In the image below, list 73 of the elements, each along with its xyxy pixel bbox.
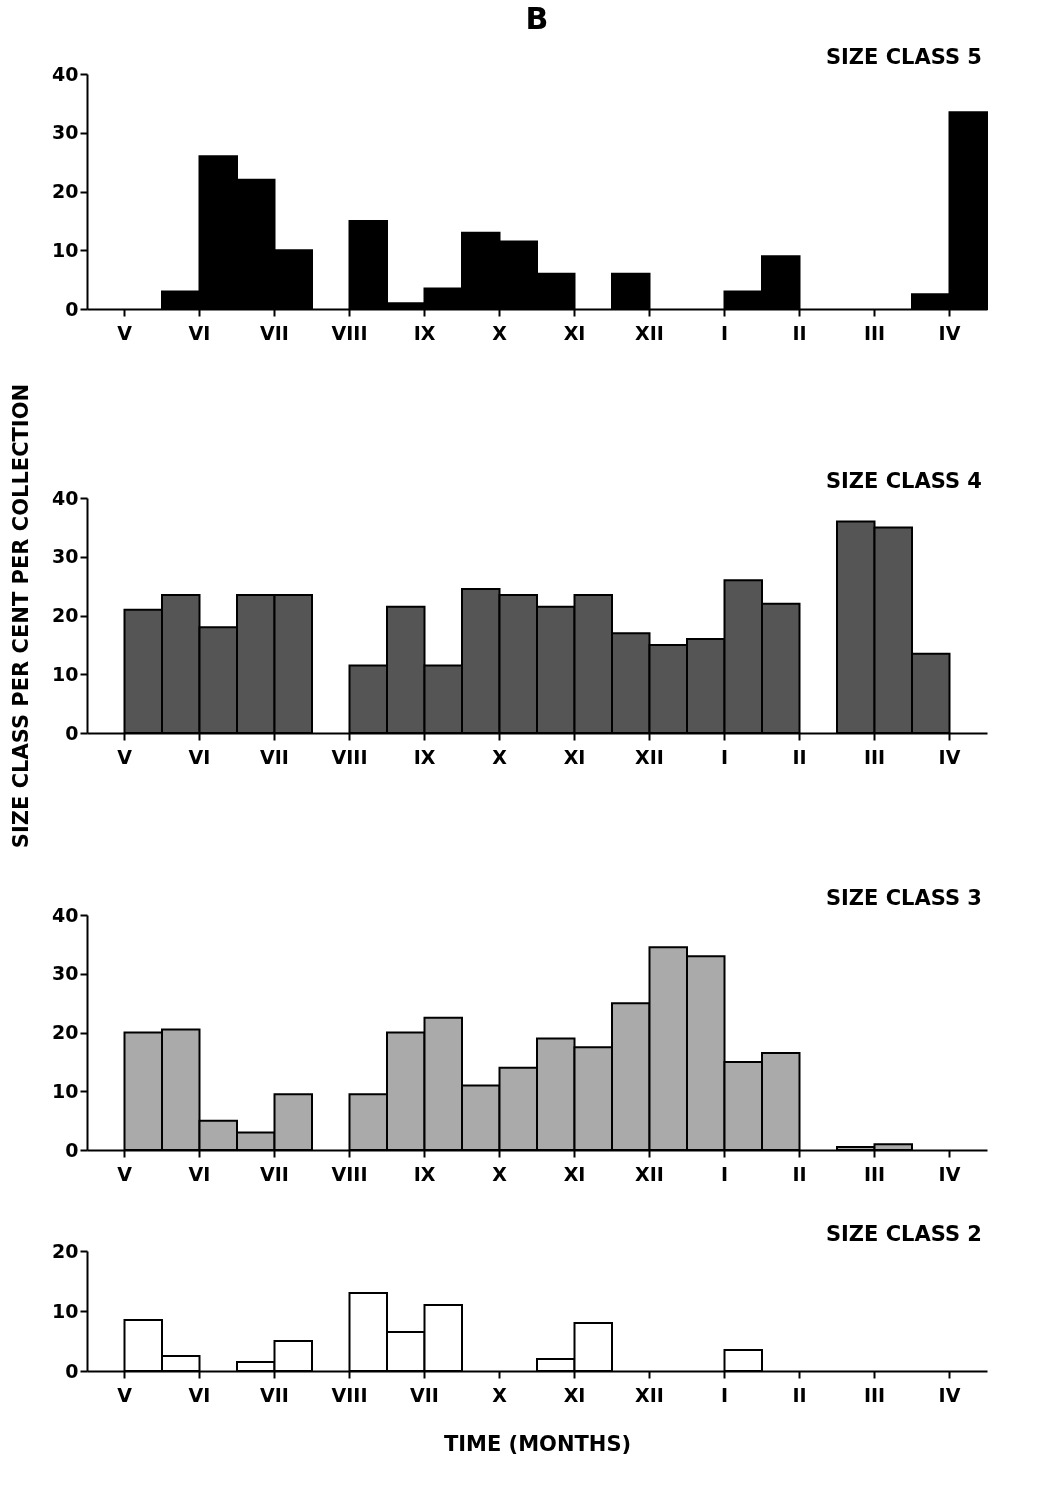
x-tick-label: I [720, 321, 729, 344]
y-tick-label: 0 [65, 721, 79, 744]
y-tick-label: 20 [52, 1021, 79, 1043]
y-tick-label: 0 [65, 297, 79, 320]
text: B [525, 1, 549, 36]
x-tick-label: IV [938, 1162, 961, 1185]
x-tick-label: XI [563, 321, 586, 344]
x-tick-label: I [720, 1383, 729, 1406]
x-tick-label: X [492, 321, 508, 344]
y-tick-label: 40 [52, 903, 79, 926]
x-tick-label: VII [410, 1383, 439, 1406]
x-tick-label: II [792, 1383, 807, 1406]
y-tick-label: 0 [65, 1138, 79, 1161]
x-tick-label: I [720, 1162, 729, 1185]
y-tick-label: 30 [52, 121, 79, 144]
chart-title: SIZE CLASS 3 [825, 886, 982, 910]
x-tick-label: VI [188, 321, 211, 344]
x-tick-label: V [117, 321, 133, 344]
y-tick-label: 10 [52, 662, 79, 685]
x-tick-label: XII [635, 745, 664, 768]
chart-title: SIZE CLASS 5 [825, 45, 982, 69]
x-tick-label: VIII [331, 1162, 368, 1185]
x-tick-label: I [720, 745, 729, 768]
y-tick-label: 30 [52, 962, 79, 985]
x-tick-label: VII [260, 1383, 289, 1406]
x-tick-label: IX [413, 1162, 436, 1185]
x-tick-label: XI [563, 1162, 586, 1185]
x-tick-label: III [863, 745, 886, 768]
x-tick-label: IX [413, 321, 436, 344]
x-tick-label: IV [938, 321, 961, 344]
x-tick-label: XII [635, 1383, 664, 1406]
x-tick-label: IV [938, 1383, 961, 1406]
x-tick-label: V [117, 1383, 133, 1406]
x-tick-label: V [117, 1162, 133, 1185]
x-tick-label: V [117, 745, 133, 768]
y-tick-label: 10 [52, 1299, 79, 1322]
x-tick-label: III [863, 321, 886, 344]
chart-title: SIZE CLASS 2 [825, 1222, 982, 1246]
x-tick-label: VII [260, 745, 289, 768]
y-axis-title: SIZE CLASS PER CENT PER COLLECTION [9, 383, 34, 849]
x-tick-label: XII [635, 1162, 664, 1185]
y-tick-label: 40 [52, 62, 79, 85]
x-tick-label: VIII [331, 1383, 368, 1406]
x-tick-label: VI [188, 1162, 211, 1185]
x-tick-label: IV [938, 745, 961, 768]
x-axis-title: TIME (MONTHS) [443, 1431, 632, 1456]
x-tick-label: X [492, 745, 508, 768]
x-tick-label: II [792, 321, 807, 344]
y-tick-label: 10 [52, 238, 79, 261]
x-tick-label: II [792, 1162, 807, 1185]
y-tick-label: 0 [65, 1359, 79, 1382]
x-tick-label: VII [260, 1162, 289, 1185]
x-tick-label: III [863, 1383, 886, 1406]
chart-title: SIZE CLASS 4 [825, 469, 982, 493]
x-tick-label: XII [635, 321, 664, 344]
y-tick-label: 20 [52, 604, 79, 626]
x-tick-label: VI [188, 745, 211, 768]
x-tick-label: VIII [331, 745, 368, 768]
y-tick-label: 30 [52, 545, 79, 568]
x-tick-label: III [863, 1162, 886, 1185]
x-tick-label: VI [188, 1383, 211, 1406]
x-tick-label: XI [563, 1383, 586, 1406]
x-tick-label: VIII [331, 321, 368, 344]
x-tick-label: VII [260, 321, 289, 344]
x-tick-label: II [792, 745, 807, 768]
y-tick-label: 20 [52, 180, 79, 202]
x-tick-label: IX [413, 745, 436, 768]
y-tick-label: 40 [52, 486, 79, 509]
x-tick-label: X [492, 1383, 508, 1406]
y-tick-label: 10 [52, 1079, 79, 1102]
x-tick-label: XI [563, 745, 586, 768]
y-tick-label: 20 [52, 1239, 79, 1262]
x-tick-label: X [492, 1162, 508, 1185]
